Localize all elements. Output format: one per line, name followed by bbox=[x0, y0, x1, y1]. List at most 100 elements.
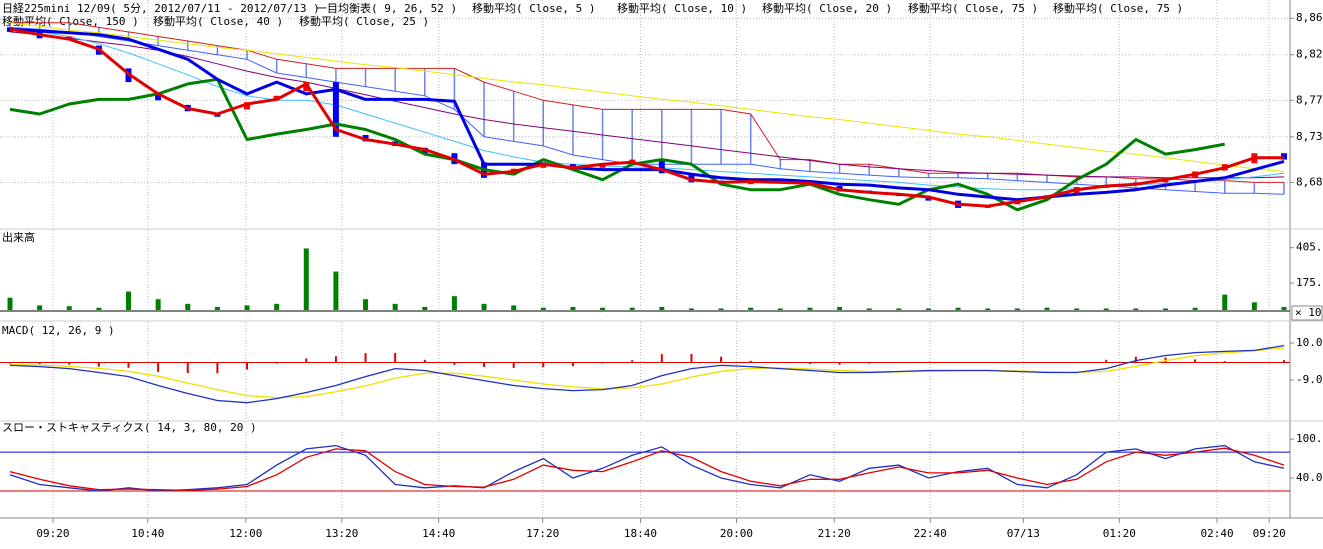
volume-bar bbox=[511, 305, 517, 310]
volume-bar bbox=[570, 306, 576, 310]
legend-entry: 移動平均( Close, 5 ) bbox=[472, 1, 595, 15]
candle bbox=[303, 82, 310, 92]
histogram-bar bbox=[305, 358, 308, 363]
legend-entry: 移動平均( Close, 40 ) bbox=[153, 14, 283, 28]
histogram-bar bbox=[1134, 356, 1137, 363]
volume-bar bbox=[1133, 308, 1139, 310]
volume-bar bbox=[155, 299, 161, 310]
histogram-bar bbox=[690, 353, 693, 363]
panel-title: スロー・ストキャスティクス( 14, 3, 80, 20 ) bbox=[2, 421, 257, 434]
unit-box bbox=[1291, 305, 1323, 321]
volume-bar bbox=[66, 306, 72, 310]
histogram-bar bbox=[246, 362, 249, 370]
volume-bar bbox=[7, 297, 13, 310]
candle bbox=[244, 102, 251, 110]
volume-bar bbox=[214, 306, 220, 310]
indicator-line bbox=[9, 27, 1285, 202]
volume-bar bbox=[333, 271, 339, 310]
unit-note: × 10 bbox=[1295, 306, 1322, 319]
histogram-bar bbox=[749, 360, 752, 363]
indicator-line bbox=[9, 447, 1285, 492]
x-tick-label: 14:40 bbox=[422, 527, 455, 540]
volume-bar bbox=[629, 307, 635, 310]
volume-bar bbox=[955, 307, 961, 310]
y-tick-label: 100. bbox=[1296, 432, 1323, 445]
span-a-line bbox=[10, 22, 1284, 183]
histogram-bar bbox=[660, 354, 663, 363]
indicator-line bbox=[9, 344, 1285, 404]
candle bbox=[155, 93, 162, 101]
volume-bar bbox=[748, 307, 754, 310]
histogram-bar bbox=[38, 362, 41, 365]
volume-bar bbox=[985, 308, 991, 310]
histogram-bar bbox=[394, 352, 397, 363]
x-tick-label: 07/13 bbox=[1007, 527, 1040, 540]
candle bbox=[688, 173, 695, 183]
histogram-bar bbox=[927, 361, 930, 363]
histogram-bar bbox=[157, 362, 160, 372]
y-tick-label: -9.0 bbox=[1296, 373, 1323, 386]
volume-bar bbox=[185, 303, 191, 310]
y-tick-label: 8,68 bbox=[1296, 175, 1323, 188]
volume-bar bbox=[718, 308, 724, 310]
volume-bar bbox=[1103, 308, 1109, 310]
histogram-bar bbox=[9, 362, 11, 364]
volume-bar bbox=[896, 308, 902, 310]
histogram-bar bbox=[275, 362, 278, 364]
volume-bar bbox=[392, 303, 398, 310]
histogram-bar bbox=[1016, 362, 1019, 364]
y-tick-label: 405. bbox=[1296, 241, 1323, 254]
legend-entry: 移動平均( Close, 10 ) bbox=[617, 1, 747, 15]
histogram-bar bbox=[542, 362, 545, 368]
indicator-line bbox=[9, 444, 1285, 492]
x-tick-label: 17:20 bbox=[526, 527, 559, 540]
y-tick-label: 8,77 bbox=[1296, 93, 1323, 106]
histogram-bar bbox=[334, 356, 337, 363]
y-tick-label: 8,73 bbox=[1296, 130, 1323, 143]
candle bbox=[332, 82, 339, 137]
volume-bar bbox=[451, 296, 457, 310]
x-tick-label: 13:20 bbox=[325, 527, 358, 540]
histogram-bar bbox=[364, 353, 367, 363]
volume-bar bbox=[244, 305, 250, 310]
histogram-bar bbox=[1223, 361, 1226, 363]
histogram-bar bbox=[868, 362, 871, 364]
histogram-bar bbox=[512, 362, 515, 368]
legend-entry: 一目均衡表( 9, 26, 52 ) bbox=[316, 1, 457, 15]
volume-bar bbox=[1014, 308, 1020, 310]
panel-title: MACD( 12, 26, 9 ) bbox=[2, 324, 115, 337]
legend-entry: 移動平均( Close, 20 ) bbox=[762, 1, 892, 15]
histogram-bar bbox=[97, 362, 100, 367]
histogram-bar bbox=[216, 362, 219, 374]
histogram-bar bbox=[1045, 362, 1048, 364]
volume-bar bbox=[600, 307, 606, 310]
volume-bar bbox=[925, 308, 931, 310]
legend-entry: 移動平均( Close, 75 ) bbox=[908, 1, 1038, 15]
volume-bar bbox=[540, 307, 546, 310]
legend-entry: 移動平均( Close, 75 ) bbox=[1053, 1, 1183, 15]
legend-entry: 移動平均( Close, 150 ) bbox=[2, 14, 139, 28]
volume-bar bbox=[1251, 302, 1257, 310]
volume-bar bbox=[777, 308, 783, 310]
x-tick-label: 01:20 bbox=[1103, 527, 1136, 540]
indicator-line bbox=[9, 27, 1284, 208]
volume-bar bbox=[1162, 308, 1168, 310]
panel-title: 出来高 bbox=[2, 230, 35, 244]
x-tick-label: 02:40 bbox=[1200, 527, 1233, 540]
volume-bar bbox=[422, 306, 428, 310]
histogram-bar bbox=[601, 362, 604, 364]
chart-title: 日経225mini 12/09( 5分, 2012/07/11 - 2012/0… bbox=[2, 2, 320, 15]
volume-bar bbox=[807, 307, 813, 310]
volume-bar bbox=[688, 308, 694, 310]
histogram-bar bbox=[68, 362, 71, 365]
histogram-bar bbox=[838, 362, 841, 365]
histogram-bar bbox=[720, 356, 723, 363]
volume-bar bbox=[274, 303, 280, 310]
y-tick-label: 40.0 bbox=[1296, 471, 1323, 484]
x-tick-label: 12:00 bbox=[229, 527, 262, 540]
histogram-bar bbox=[571, 362, 574, 367]
y-tick-label: 175. bbox=[1296, 276, 1323, 289]
volume-bar bbox=[837, 306, 843, 310]
